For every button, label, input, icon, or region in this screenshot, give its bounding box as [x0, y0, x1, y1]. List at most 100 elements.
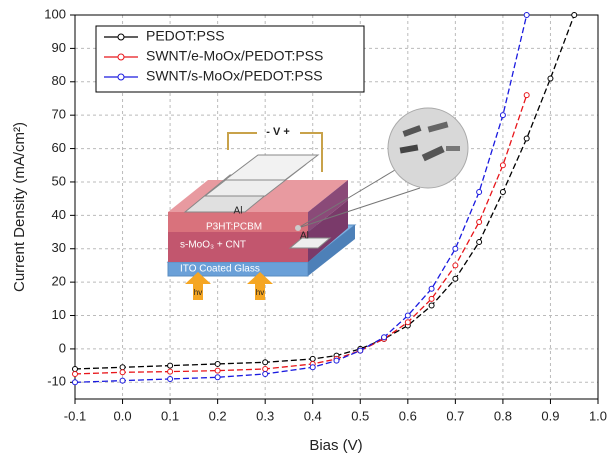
data-point: [523, 12, 530, 18]
legend-box: [95, 25, 365, 93]
y-tick-label: 80: [52, 73, 66, 88]
data-point: [119, 364, 126, 371]
layer-p3ht: [308, 180, 348, 232]
plot-frame: [74, 14, 599, 400]
data-point: [119, 377, 126, 384]
data-point: [523, 92, 530, 99]
data-point: [167, 368, 174, 375]
annotation: hv: [256, 288, 264, 297]
annotation: - V +: [266, 126, 290, 138]
layer-moo3: [168, 232, 308, 262]
data-point: [262, 365, 269, 372]
legend-marker: [117, 53, 125, 61]
data-point: [167, 362, 174, 369]
wire: [227, 132, 257, 150]
electrode: [288, 237, 332, 249]
y-tick-label: 40: [52, 207, 66, 222]
y-tick-label: 10: [52, 307, 66, 322]
light-arrow: [247, 272, 273, 300]
data-point: [404, 319, 411, 326]
data-point: [309, 355, 316, 362]
x-tick-label: 0.3: [256, 408, 274, 423]
data-point: [452, 262, 459, 269]
data-point: [499, 188, 506, 195]
y-tick-label: 100: [44, 6, 66, 21]
x-tick-label: 0.5: [351, 408, 369, 423]
data-point: [214, 374, 221, 381]
annotation: P3HT:PCBM: [206, 222, 262, 233]
zoom-line: [297, 169, 396, 229]
legend-marker: [117, 33, 125, 41]
data-point: [214, 367, 221, 374]
data-point: [119, 369, 126, 376]
y-tick-label: 0: [59, 340, 66, 355]
data-point: [72, 379, 78, 386]
legend-label: PEDOT:PSS: [146, 28, 225, 44]
nanotube: [427, 121, 449, 133]
x-tick-label: 0.4: [304, 408, 322, 423]
data-point: [452, 245, 459, 252]
wire: [300, 132, 323, 172]
data-point: [167, 375, 174, 382]
data-point: [357, 347, 364, 354]
data-point: [571, 12, 578, 18]
data-point: [499, 112, 506, 119]
data-point: [476, 188, 483, 195]
data-point: [214, 360, 221, 367]
y-tick-label: 20: [52, 274, 66, 289]
data-point: [428, 302, 435, 309]
annotation: ITO Coated Glass: [180, 264, 260, 275]
data-point: [309, 364, 316, 371]
data-point: [404, 312, 411, 319]
legend-label: SWNT/e-MoOx/PEDOT:PSS: [146, 48, 323, 64]
data-point: [547, 75, 554, 82]
zoom-line: [297, 187, 421, 229]
x-axis-label: Bias (V): [309, 437, 362, 454]
data-point: [381, 334, 388, 341]
layer-p3ht: [168, 212, 308, 232]
data-point: [428, 285, 435, 292]
y-axis-label: Current Density (mA/cm²): [11, 122, 28, 292]
x-tick-label: 0.0: [114, 408, 132, 423]
x-tick-label: 0.2: [209, 408, 227, 423]
nanotube: [421, 145, 445, 162]
x-tick-label: 0.8: [494, 408, 512, 423]
nanotube: [402, 125, 422, 137]
layer-ito: [308, 225, 355, 276]
y-tick-label: 70: [52, 107, 66, 122]
x-tick-label: 0.7: [446, 408, 464, 423]
data-point: [476, 239, 483, 246]
x-tick-label: 0.1: [161, 408, 179, 423]
data-point: [428, 295, 435, 302]
data-point: [333, 357, 340, 364]
magnifier: [387, 107, 469, 189]
x-tick-label: 1.0: [589, 408, 607, 423]
data-point: [72, 370, 78, 377]
data-point: [72, 365, 78, 372]
y-tick-label: 50: [52, 173, 66, 188]
nanotube: [446, 146, 460, 151]
annotation: s-MoO₃ + CNT: [180, 240, 246, 251]
x-tick-label: 0.9: [541, 408, 559, 423]
nanotube: [399, 144, 419, 154]
x-tick-label: -0.1: [64, 408, 86, 423]
data-point: [523, 135, 530, 142]
y-tick-label: -10: [47, 374, 66, 389]
y-tick-label: 30: [52, 240, 66, 255]
data-point: [452, 275, 459, 282]
y-tick-label: 60: [52, 140, 66, 155]
legend-marker: [117, 73, 125, 81]
series-line: [74, 14, 575, 370]
series-line: [74, 94, 528, 375]
device-inset: - V + Al P3HT:PCBM s-MoO₃ + CNT Al ITO C…: [166, 107, 469, 300]
annotation: hv: [194, 288, 202, 297]
annotation: Al: [300, 231, 309, 242]
light-arrow: [185, 272, 211, 300]
data-point: [499, 162, 506, 169]
zoom-dot: [295, 225, 301, 231]
legend-label: SWNT/s-MoOx/PEDOT:PSS: [146, 68, 323, 84]
data-point: [262, 370, 269, 377]
data-point: [262, 359, 269, 366]
y-tick-label: 90: [52, 40, 66, 55]
